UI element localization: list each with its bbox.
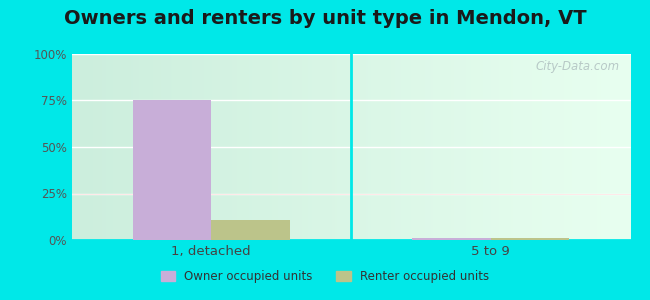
Bar: [413, 238, 491, 240]
Bar: [211, 220, 289, 240]
Bar: [491, 238, 569, 240]
Text: City-Data.com: City-Data.com: [535, 60, 619, 73]
Bar: [133, 100, 211, 240]
Legend: Owner occupied units, Renter occupied units: Owner occupied units, Renter occupied un…: [156, 266, 494, 288]
Text: Owners and renters by unit type in Mendon, VT: Owners and renters by unit type in Mendo…: [64, 9, 586, 28]
